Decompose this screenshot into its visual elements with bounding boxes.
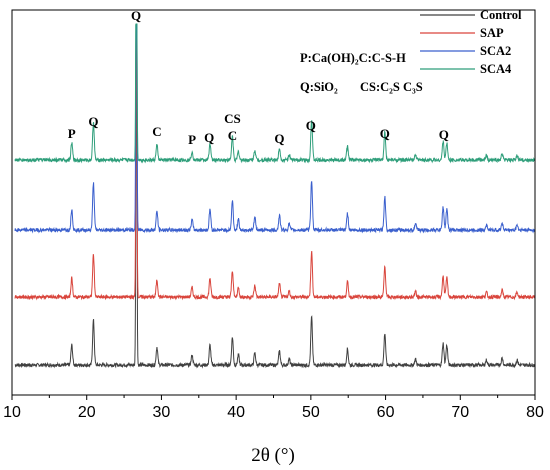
x-tick-label-80: 80: [526, 404, 544, 421]
note-line-2b: CS:C₂S C₃S: [360, 80, 423, 94]
peak-label-q: Q: [306, 118, 316, 133]
note-line-2a: Q:SiO₂: [300, 80, 338, 94]
series-line-sca4: [14, 23, 536, 164]
legend: Control SAP SCA2 SCA4: [420, 8, 522, 76]
peak-label-q: Q: [274, 131, 284, 146]
series-line-sap: [14, 23, 536, 301]
series-line-sca2: [14, 23, 536, 234]
legend-label-sca2: SCA2: [480, 44, 511, 58]
peak-label-q: Q: [439, 127, 449, 142]
peak-label-p: P: [188, 132, 196, 147]
legend-label-sap: SAP: [480, 26, 504, 40]
legend-label-sca4: SCA4: [480, 62, 512, 76]
note-line-1: P:Ca(OH)₂C:C-S-H: [300, 51, 406, 65]
x-tick-label-30: 30: [153, 404, 171, 421]
x-tick-label-10: 10: [3, 404, 21, 421]
series-line-control: [14, 23, 536, 369]
plot-area: [14, 23, 536, 369]
peak-label-c: C: [228, 128, 237, 143]
peak-label-p: P: [68, 126, 76, 141]
peak-label-q: Q: [204, 130, 214, 145]
legend-label-control: Control: [480, 8, 522, 22]
x-axis-title: 2θ (°): [251, 445, 295, 466]
x-tick-label-20: 20: [78, 404, 96, 421]
x-tick-label-70: 70: [451, 404, 469, 421]
axes: 10 20 30 40 50 60 70 80: [3, 9, 544, 421]
peak-label-cs: CS: [224, 111, 241, 126]
peak-label-q: Q: [380, 126, 390, 141]
x-tick-label-40: 40: [227, 404, 245, 421]
peak-label-q: Q: [131, 8, 141, 23]
x-tick-label-50: 50: [302, 404, 320, 421]
x-tick-label-60: 60: [377, 404, 395, 421]
peak-label-c: C: [152, 124, 161, 139]
peak-label-q: Q: [88, 114, 98, 129]
plot-frame: [11, 9, 536, 396]
phase-notes: P:Ca(OH)₂C:C-S-H Q:SiO₂ CS:C₂S C₃S: [300, 51, 423, 94]
